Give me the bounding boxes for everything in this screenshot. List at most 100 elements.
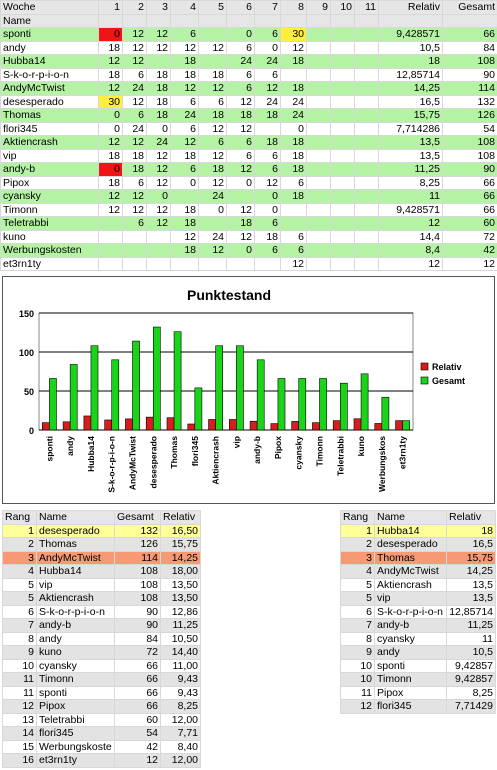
week-score-cell: 24 [170,108,199,123]
x-category-label: Thomas [169,436,179,469]
rank-rang-cell: 5 [340,591,375,606]
rank-row: 5 Aktiencrash 13,5 [340,577,496,592]
gesamt-cell: 72 [442,229,497,244]
week-score-cell: 6 [254,216,281,231]
player-name: Teletrabbi [0,216,99,231]
week-score-cell: 24 [122,81,147,96]
week-score-cell: 6 [122,108,147,123]
empty-cell [354,13,379,28]
week-score-cell: 12 [122,202,147,217]
week-score-cell: 0 [226,175,255,190]
y-tick-label: 150 [19,309,34,319]
relativ-bar [42,422,50,431]
gesamt-bar [319,378,327,431]
week-score-cell [354,229,379,244]
rank-rang-cell: 10 [340,658,375,673]
rank-header-row: Rang Name Relativ [340,510,496,525]
week-score-cell: 18 [254,135,281,150]
week-score-cell: 24 [198,229,227,244]
week-score-cell [146,256,171,271]
rank-relativ-cell: 12,86 [160,604,201,619]
rank-name-cell: Hubba14 [374,523,447,538]
empty-cell [254,13,281,28]
gesamt-bar [132,340,140,431]
rank-rang-cell: 5 [340,577,375,592]
rank-relativ-cell: 18 [446,523,496,538]
relativ-bar [83,415,92,431]
rank-row: 9 kuno 72 14,40 [2,645,201,660]
week-score-cell [306,27,331,42]
week-score-cell: 24 [146,135,171,150]
gesamt-cell: 108 [442,54,497,69]
week-score-cell [98,229,123,244]
week-score-cell [280,67,307,82]
rank-row: 11 sponti 66 9,43 [2,685,201,700]
week-score-cell [330,94,355,109]
rank-row: 3 AndyMcTwist 114 14,25 [2,550,201,565]
player-name: desesperado [0,94,99,109]
relativ-bar [208,419,216,431]
week-score-cell: 12 [226,121,255,136]
x-category-label: Werbungskos [377,436,387,492]
player-name: et3rn1ty [0,256,99,271]
gesamt-bar [152,326,161,431]
week-score-cell: 12 [226,162,255,177]
week-score-cell: 18 [280,189,307,204]
week-score-cell [330,108,355,123]
x-category-label: flori345 [190,436,200,467]
week-score-cell [330,229,355,244]
week-score-cell [146,54,171,69]
week-score-cell: 18 [170,148,199,163]
header-cell: Relativ [378,0,443,15]
rank-name-cell: Teletrabbi [36,712,115,727]
x-category-label: andy-b [252,436,262,464]
week-score-cell: 12 [170,229,199,244]
week-score-cell: 12 [98,135,123,150]
rank-gesamt-cell: 90 [114,604,161,619]
gesamt-cell: 42 [442,243,497,258]
week-score-cell: 18 [254,108,281,123]
week-score-cell: 12 [98,54,123,69]
week-score-cell: 12 [198,81,227,96]
rank-rang-cell: 3 [340,550,375,565]
week-score-cell [306,121,331,136]
player-name: AndyMcTwist [0,81,99,96]
week-score-cell [146,243,171,258]
legend-relativ-label: Relativ [432,362,462,372]
rank-relativ-cell: 16,5 [446,537,496,552]
empty-cell [442,13,497,28]
gesamt-bar [90,345,99,431]
week-score-cell: 0 [226,243,255,258]
week-score-cell: 18 [146,67,171,82]
y-tick-label: 100 [19,348,34,358]
gesamt-cell: 66 [442,202,497,217]
week-score-cell [254,256,281,271]
rank-rang-cell: 12 [2,699,37,714]
main-score-table: Woche 1 2 3 4 5 6 7 8 9 10 11 Relativ Gesamt Name spont… [0,0,497,271]
rank-row: 5 Aktiencrash 108 13,50 [2,591,201,606]
week-score-cell [354,162,379,177]
week-score-cell [354,148,379,163]
player-name: andy-b [0,162,99,177]
rank-relativ-cell: 9,43 [160,672,201,687]
week-score-cell [306,216,331,231]
header-cell: 8 [280,0,307,15]
week-score-cell: 12 [146,216,171,231]
rank-relativ-cell: 8,25 [160,699,201,714]
rank-rang-cell: 16 [2,753,37,768]
header-cell: Gesamt [442,0,497,15]
rank-rang-cell: 11 [340,685,375,700]
rank-gesamt-cell: 90 [114,618,161,633]
relativ-cell: 14,4 [378,229,443,244]
rank-relativ-cell: 8,25 [446,685,496,700]
relativ-cell: 9,428571 [378,27,443,42]
rank-name-cell: vip [374,591,447,606]
relativ-bar [249,420,258,431]
week-score-cell: 18 [146,94,171,109]
week-score-cell: 6 [170,94,199,109]
gesamt-bar [298,378,307,431]
week-score-cell: 6 [198,94,227,109]
week-score-cell: 18 [254,229,281,244]
week-score-cell [330,27,355,42]
week-score-cell: 12 [146,162,171,177]
